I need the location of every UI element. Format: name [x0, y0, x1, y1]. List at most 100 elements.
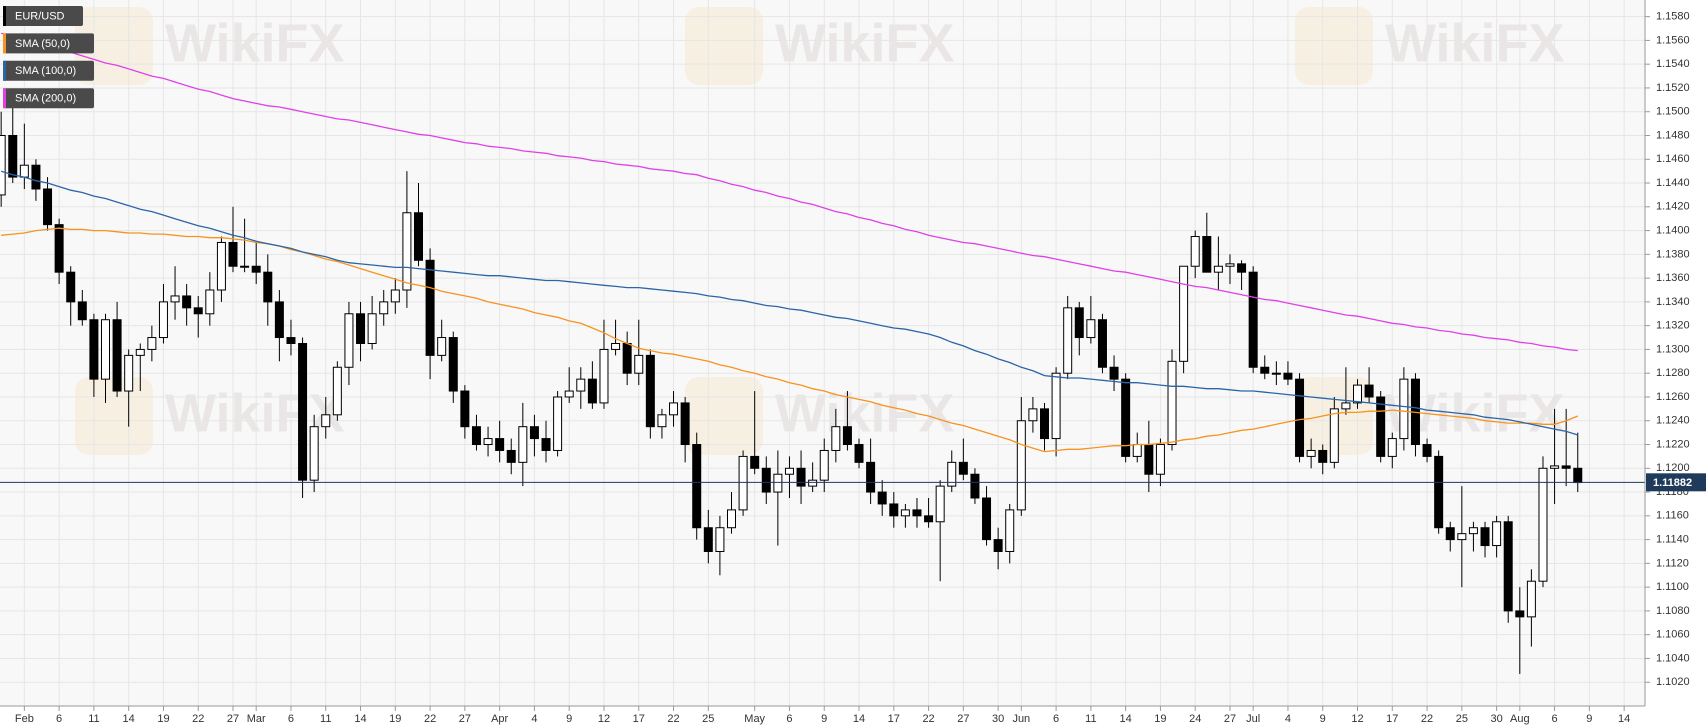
candle-body [1063, 307, 1073, 374]
x-tick-label: 9 [821, 713, 827, 725]
candle-body [599, 348, 609, 404]
candle-body [1295, 378, 1305, 457]
candle-body [66, 271, 76, 303]
candle-body [344, 313, 354, 368]
y-tick-label: 1.1440 [1656, 177, 1690, 189]
candle-body [738, 455, 748, 511]
candle-body [193, 307, 203, 315]
y-tick-label: 1.1100 [1656, 581, 1689, 593]
x-tick-label: 12 [1351, 713, 1363, 725]
candle-body [506, 449, 516, 463]
candle-body [298, 342, 308, 481]
x-tick-label: 25 [1456, 713, 1468, 725]
y-tick-label: 1.1060 [1656, 629, 1690, 641]
x-tick-label: 17 [633, 713, 645, 725]
plot-background [0, 0, 1645, 706]
candle-body [1399, 378, 1409, 440]
candle-body [1190, 236, 1200, 267]
candle-body [77, 301, 87, 321]
candle-body [1306, 449, 1316, 457]
candle-body [970, 473, 980, 499]
x-tick-label: Jun [1012, 713, 1030, 725]
candle-body [529, 426, 539, 440]
x-tick-label: 30 [1490, 713, 1502, 725]
watermark-logo [75, 7, 153, 85]
candle-body [645, 354, 655, 428]
candle-body [390, 289, 400, 303]
legend-swatch [3, 60, 6, 81]
candle-body [1213, 265, 1223, 273]
candle-body [1005, 509, 1015, 552]
candle-body [1329, 408, 1339, 463]
candle-body [274, 301, 284, 339]
candle-body [31, 164, 41, 190]
x-tick-label: 6 [1552, 713, 1558, 725]
candle-body [831, 426, 841, 451]
candle-body [889, 503, 899, 517]
x-tick-label: 19 [1154, 713, 1166, 725]
candle-body [1341, 402, 1351, 410]
x-tick-label: 19 [389, 713, 401, 725]
legend: EUR/USD SMA (50,0) SMA (100,0) SMA (200,0) [3, 6, 94, 109]
candle-body [124, 354, 134, 392]
candle-body [19, 164, 29, 178]
legend-box [3, 60, 94, 81]
x-tick-label: Apr [491, 713, 508, 725]
candle-body [1364, 384, 1374, 398]
x-tick-label: 22 [192, 713, 204, 725]
candle-body [1097, 319, 1107, 368]
y-tick-label: 1.1360 [1656, 272, 1690, 284]
watermark: WikiFX [775, 383, 955, 443]
candle-body [495, 438, 505, 451]
x-tick-label: 11 [320, 713, 331, 725]
sma-line [1, 32, 1578, 352]
candle-body [263, 271, 273, 303]
candle-body [1503, 521, 1513, 612]
candle-body [1271, 372, 1281, 375]
x-tick-label: 11 [88, 713, 99, 725]
y-tick-label: 1.1520 [1656, 82, 1690, 94]
candle-body [958, 461, 968, 475]
y-tick-label: 1.1580 [1656, 11, 1690, 23]
legend-label: SMA (200,0) [15, 93, 76, 105]
x-tick-label: 22 [667, 713, 679, 725]
candle-body [1144, 444, 1154, 475]
candle-body [147, 337, 157, 350]
candle-body [1515, 610, 1525, 618]
candle-body [182, 295, 192, 309]
candle-body [8, 134, 18, 178]
legend-box [3, 33, 94, 54]
candle-body [912, 509, 922, 517]
candle-body [1434, 455, 1444, 529]
y-tick-label: 1.1420 [1656, 201, 1690, 213]
candle-body [703, 527, 713, 552]
candle-body [900, 509, 910, 517]
y-tick-label: 1.1020 [1656, 676, 1690, 688]
candle-body [1561, 465, 1571, 469]
candle-body [1468, 527, 1478, 535]
x-tick-label: 14 [1618, 713, 1630, 725]
candle-body [1086, 319, 1096, 339]
candle-body [1283, 372, 1293, 380]
sma-line [1, 170, 1578, 436]
data-marks [0, 32, 1645, 674]
x-tick-label: 27 [957, 713, 969, 725]
candle-body [286, 337, 296, 344]
x-tick-label: 14 [354, 713, 366, 725]
legend-swatch [3, 6, 6, 26]
candle-body [784, 467, 794, 475]
x-tick-label: 9 [1586, 713, 1592, 725]
x-tick-label: 4 [1285, 713, 1291, 725]
x-tick-label: 30 [992, 713, 1004, 725]
candle-body [819, 449, 829, 481]
candle-body [1387, 438, 1397, 457]
candle-body [437, 337, 447, 356]
x-tick-label: 19 [157, 713, 169, 725]
y-tick-label: 1.1500 [1656, 106, 1690, 118]
x-tick-label: Jul [1246, 713, 1260, 725]
watermark: WikiFX [1385, 13, 1565, 73]
candle-body [576, 378, 586, 392]
candle-body [750, 455, 760, 469]
axes: 1.1020 1.1040 1.1060 1.1080 1.1100 1.1120 1.11… [15, 11, 1706, 725]
